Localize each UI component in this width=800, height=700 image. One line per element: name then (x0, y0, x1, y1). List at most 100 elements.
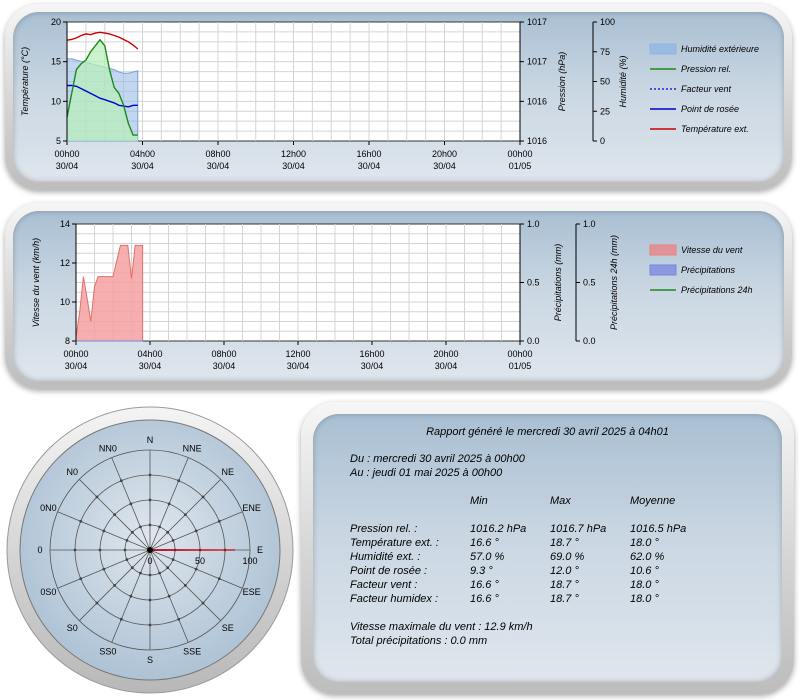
x-tick-label: 00h00 (507, 349, 532, 359)
x-tick-label: 08h00 (211, 349, 236, 359)
legend-label: Facteur vent (681, 84, 732, 94)
rose-spoke-dot (113, 583, 117, 587)
rose-spoke-dot (98, 548, 102, 552)
y-precip24-tick-label: 0.5 (583, 278, 596, 288)
y-precip-axis-label: Précipitations (mm) (553, 244, 563, 322)
rose-center (147, 547, 153, 553)
x-tick-date: 30/04 (435, 361, 458, 371)
y-wind-tick-label: 8 (65, 336, 70, 346)
report-cell-avg: 62.0 % (630, 551, 665, 563)
x-tick-date: 30/04 (358, 161, 381, 171)
y-humidity-tick-label: 75 (600, 47, 610, 57)
x-tick-label: 00h00 (54, 149, 79, 159)
rose-direction-label: SSE (183, 647, 201, 657)
report-cell-max: 18.7 ° (550, 579, 579, 591)
rose-direction-label: ESE (243, 587, 261, 597)
legend-swatch (649, 43, 677, 55)
report-panel (313, 414, 782, 682)
legend-label: Humidité extérieure (681, 44, 759, 54)
report-cell-max: 18.7 ° (550, 593, 579, 605)
rose-spoke-dot (158, 571, 161, 575)
y-pressure-tick-label: 1016 (527, 96, 547, 106)
rose-spoke-dot (125, 558, 129, 561)
rose-spoke-dot (113, 513, 117, 517)
y-precip-tick-label: 0.5 (527, 278, 540, 288)
y-left-tick-label: 10 (51, 96, 61, 106)
rose-spoke-dot (148, 623, 152, 627)
x-tick-date: 30/04 (287, 361, 310, 371)
rose-spoke-dot (183, 583, 187, 587)
rose-radial-label: 0 (147, 556, 152, 566)
rose-spoke-dot (148, 523, 152, 527)
y-humidity-axis-label: Humidité (%) (618, 55, 628, 107)
series-pressure-area (67, 39, 138, 141)
legend-label: Température ext. (681, 124, 749, 134)
rose-spoke-dot (130, 530, 134, 534)
series-line (66, 38, 138, 136)
x-tick-date: 30/04 (213, 361, 236, 371)
rose-spoke-dot (167, 594, 171, 598)
rose-direction-label: ENE (242, 503, 261, 513)
rose-spoke-dot (167, 502, 171, 506)
y-humidity-tick-label: 25 (600, 106, 610, 116)
x-tick-label: 16h00 (356, 149, 381, 159)
rose-direction-label: S0 (67, 623, 78, 633)
report-cell-min: 16.6 ° (470, 537, 499, 549)
y-precip24-tick-label: 1.0 (583, 219, 596, 229)
x-tick-label: 20h00 (433, 349, 458, 359)
x-tick-label: 08h00 (205, 149, 230, 159)
x-tick-label: 16h00 (359, 349, 384, 359)
rose-spoke-dot (148, 498, 152, 502)
y-precip24-axis-label: Précipitations 24h (mm) (609, 235, 619, 330)
rose-spoke-dot (166, 566, 170, 570)
rose-direction-label: NNE (183, 443, 202, 453)
rose-direction-label: N (147, 435, 154, 445)
wind-chart: 00h00 30/04 04h00 30/04 08h00 30/04 12h00 30/04… (31, 219, 753, 371)
rose-spoke-dot (119, 479, 123, 483)
report-cell-max: 18.7 ° (550, 537, 579, 549)
x-tick-label: 20h00 (432, 149, 457, 159)
y-wind-tick-label: 10 (60, 297, 70, 307)
rose-spoke-dot (102, 529, 106, 533)
x-tick-date: 30/04 (139, 361, 162, 371)
rose-spoke-dot (201, 601, 205, 605)
report-header-min: Min (470, 495, 488, 507)
rose-radial-label: 50 (195, 556, 205, 566)
rose-spoke-dot (166, 530, 170, 534)
x-tick-label: 04h00 (130, 149, 155, 159)
rose-direction-label: E (257, 545, 263, 555)
y-pressure-axis-label: Pression (hPa) (557, 52, 567, 112)
rose-spoke-dot (95, 601, 99, 605)
rose-direction-label: SS0 (99, 647, 116, 657)
report-cell-min: 16.6 ° (470, 593, 499, 605)
series-line (67, 84, 138, 108)
x-tick-date: 30/04 (433, 161, 456, 171)
report-cell-avg: 18.0 ° (630, 593, 659, 605)
report-cell-label: Facteur vent : (350, 579, 418, 591)
y-left-tick-label: 15 (51, 57, 61, 67)
x-tick-date: 01/05 (509, 161, 532, 171)
rose-spoke-dot (148, 598, 152, 602)
report-header-avg: Moyenne (630, 495, 676, 507)
report-cell-avg: 18.0 ° (630, 537, 659, 549)
y-left-tick-label: 5 (56, 136, 61, 146)
y-humidity-tick-label: 50 (600, 77, 610, 87)
legend-label: Vitesse du vent (681, 245, 743, 255)
y-wind-tick-label: 14 (60, 219, 70, 229)
rose-radial-label: 100 (242, 556, 257, 566)
report-max-wind: Vitesse maximale du vent : 12.9 km/h (350, 621, 533, 633)
rose-spoke-dot (148, 473, 152, 477)
y-pressure-tick-label: 1017 (527, 17, 547, 27)
legend-label: Précipitations 24h (681, 285, 753, 295)
report-cell-label: Pression rel. : (350, 523, 418, 535)
x-tick-date: 30/04 (282, 161, 305, 171)
x-tick-date: 30/04 (361, 361, 384, 371)
rose-direction-label: 0N0 (40, 503, 57, 513)
x-tick-date: 30/04 (131, 161, 154, 171)
rose-direction-label: SE (222, 623, 234, 633)
report-cell-avg: 18.0 ° (630, 579, 659, 591)
legend-label: Pression rel. (681, 64, 731, 74)
report: Rapport généré le mercredi 30 avril 2025… (313, 414, 782, 682)
report-cell-label: Point de rosée : (350, 565, 428, 577)
